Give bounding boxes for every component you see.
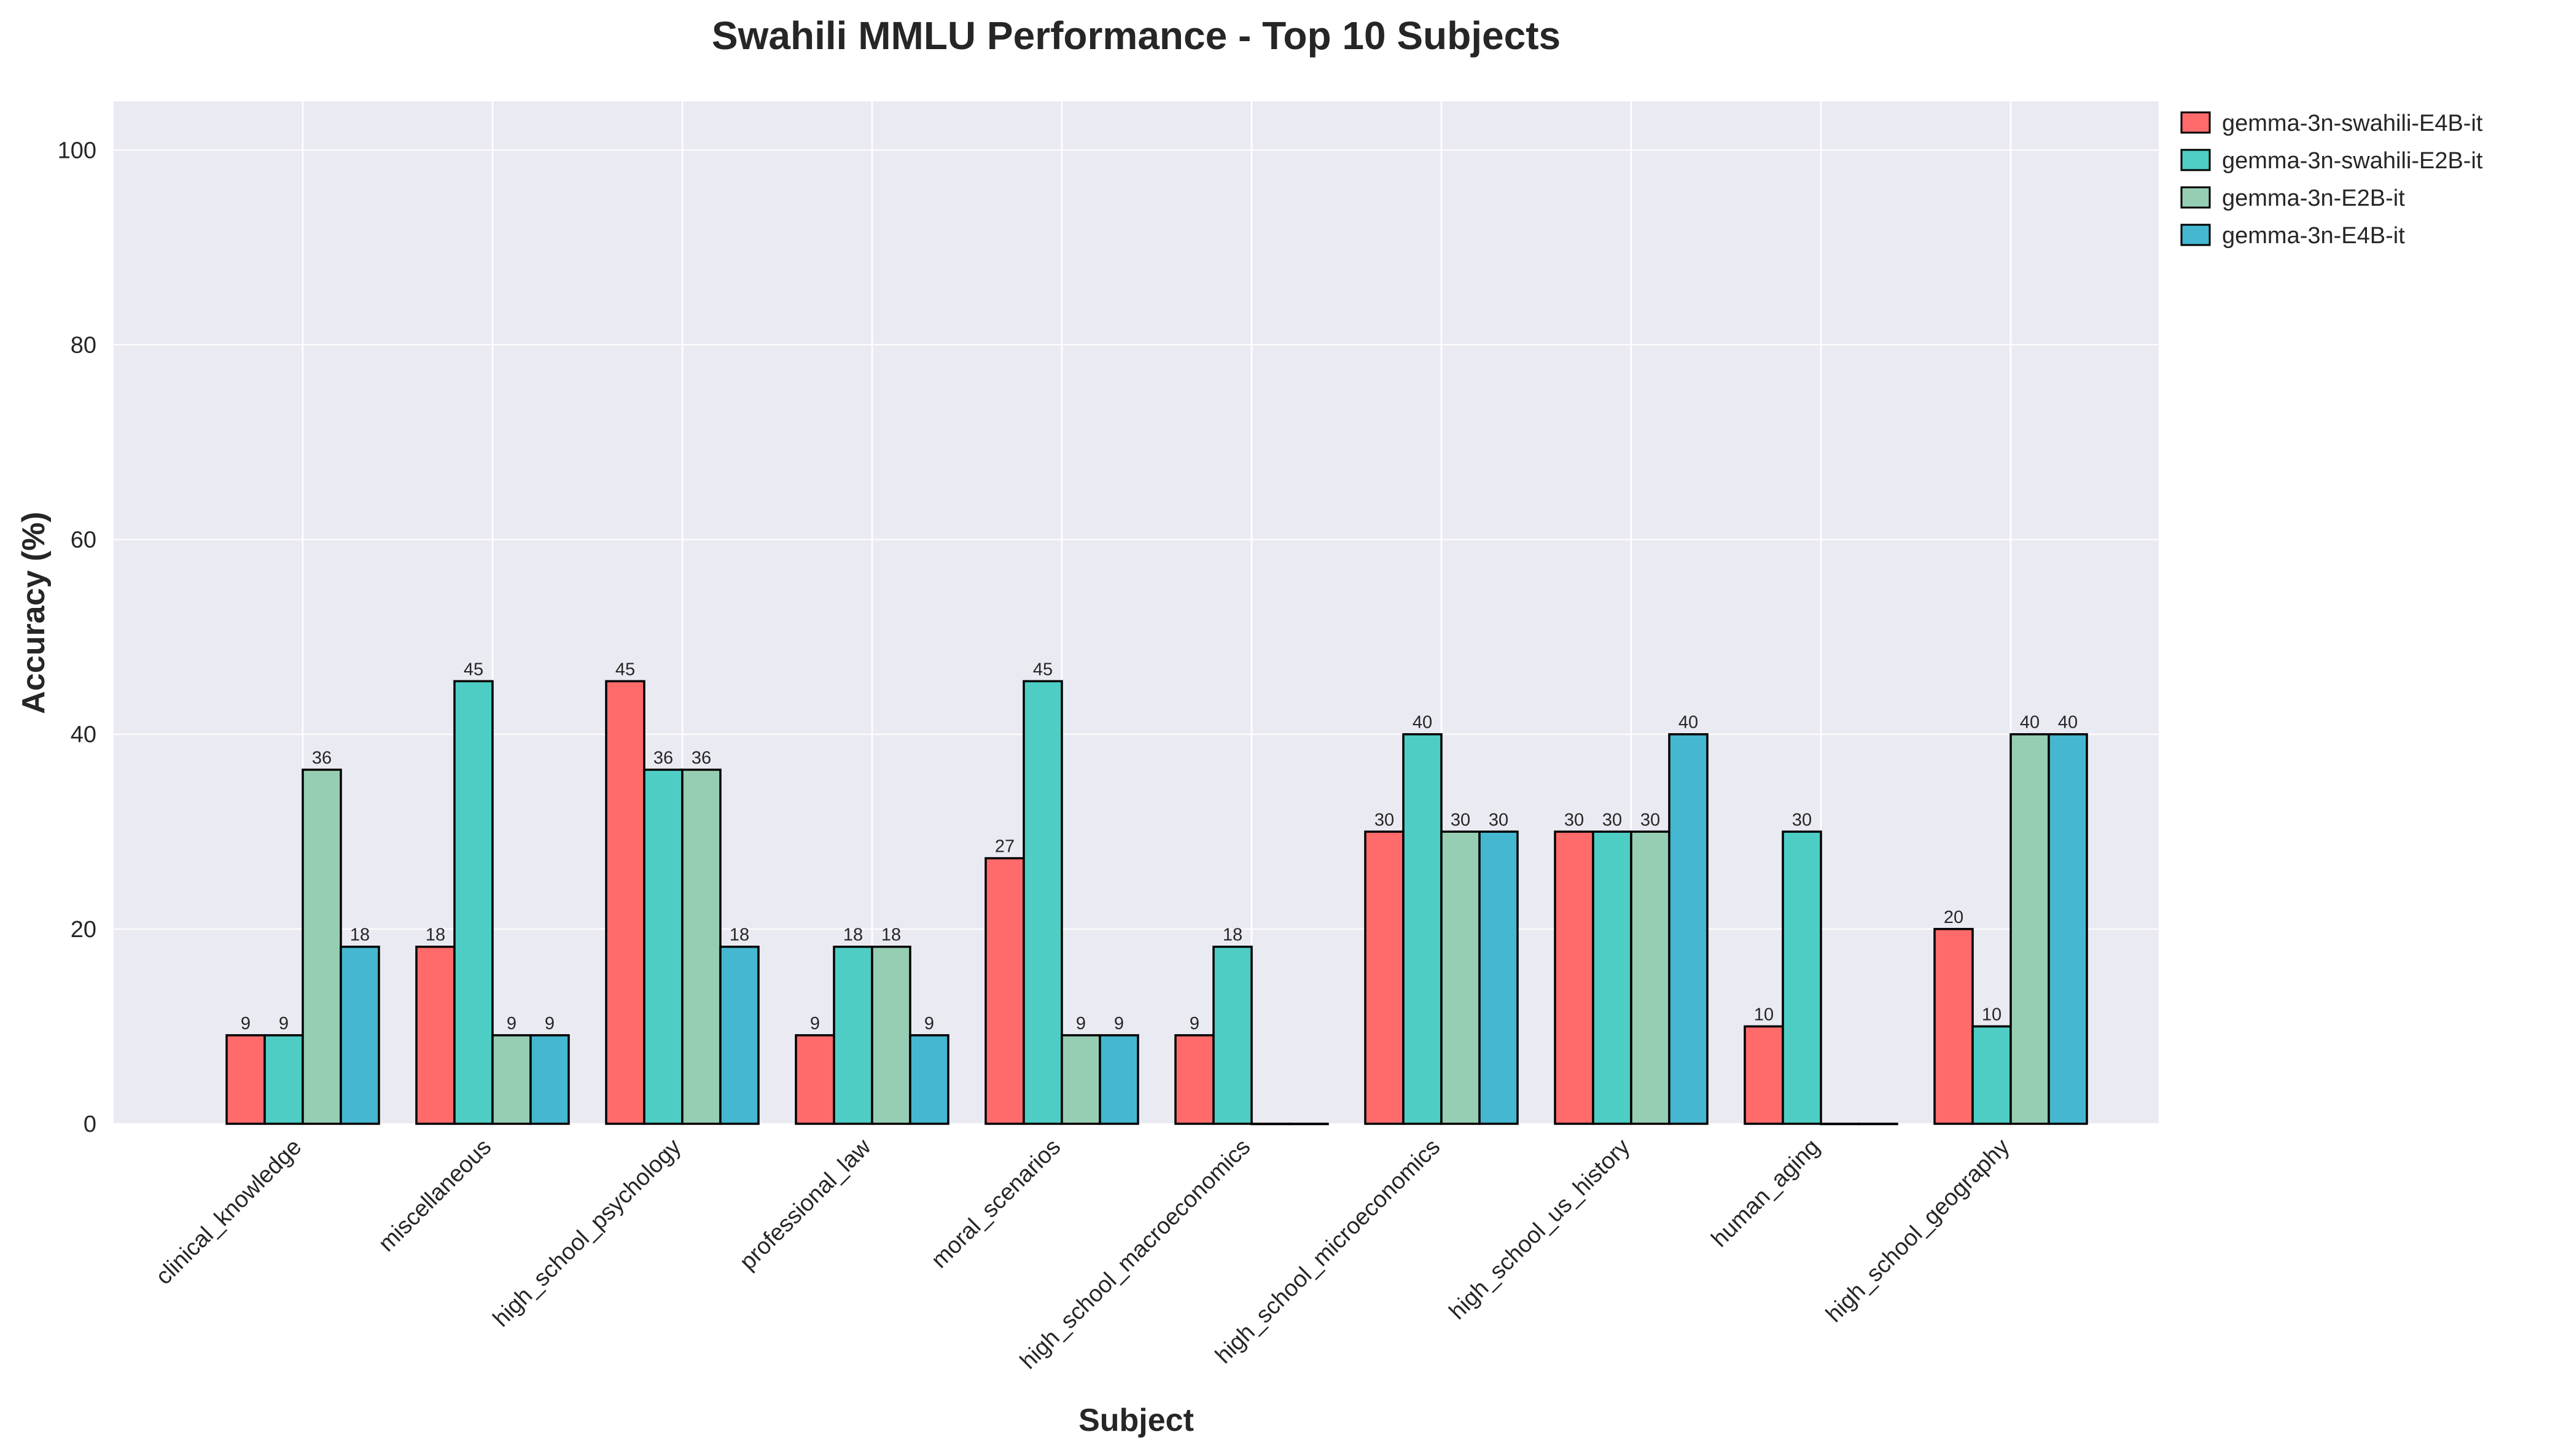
bar	[225, 1034, 266, 1125]
bar-value-label: 18	[881, 925, 901, 945]
legend-label: gemma-3n-E4B-it	[2222, 223, 2405, 249]
bar-value-labels: 9 9 36 18 18 45 9 9 45 36 36 18 9 18 18 9 27 45 9 9 9 18 30 40 3…	[241, 660, 2078, 1034]
bar	[1592, 830, 1632, 1125]
bar-value-label: 40	[1413, 713, 1432, 733]
bar-value-label: 18	[843, 925, 863, 945]
y-axis-label: Accuracy (%)	[16, 512, 52, 714]
chart-title: Swahili MMLU Performance - Top 10 Subjec…	[712, 14, 1561, 58]
bar	[871, 945, 911, 1125]
bar	[1440, 830, 1481, 1125]
bar	[1099, 1034, 1139, 1125]
bar	[1971, 1025, 2012, 1125]
bar-value-label: 45	[1033, 660, 1053, 679]
bar	[340, 945, 380, 1125]
y-tick-label: 0	[84, 1111, 96, 1137]
y-axis-ticks: 0 20 40 60 80 100	[58, 138, 96, 1137]
bar-value-label: 45	[464, 660, 483, 679]
legend-label: gemma-3n-swahili-E2B-it	[2222, 148, 2483, 174]
legend: gemma-3n-swahili-E4B-it gemma-3n-swahili-…	[2180, 111, 2483, 249]
bar-value-label: 30	[1602, 810, 1622, 830]
legend-swatch	[2180, 149, 2211, 171]
bar	[1554, 830, 1594, 1125]
legend-label: gemma-3n-swahili-E4B-it	[2222, 111, 2483, 136]
bar	[1668, 733, 1709, 1125]
bar-value-label: 30	[1564, 810, 1584, 830]
bar	[719, 945, 760, 1125]
bar	[491, 1034, 532, 1125]
bar-value-label: 30	[1792, 810, 1812, 830]
bar	[1782, 830, 1822, 1125]
bar-value-label: 9	[279, 1014, 289, 1034]
bar	[1023, 680, 1063, 1125]
bar-value-label: 18	[426, 925, 445, 945]
bar	[1174, 1034, 1215, 1125]
bar	[453, 680, 494, 1125]
bar	[2048, 733, 2088, 1125]
bar	[1933, 928, 1974, 1125]
bar-value-label: 10	[1982, 1005, 2002, 1024]
y-tick-label: 20	[71, 917, 96, 943]
bar-value-label: 30	[1640, 810, 1660, 830]
bar-value-label: 18	[350, 925, 370, 945]
bar	[643, 768, 684, 1125]
bar-value-label: 36	[312, 748, 332, 768]
bar-value-label: 40	[2020, 713, 2040, 733]
bar	[1364, 830, 1405, 1125]
bar	[1478, 830, 1519, 1125]
bar-value-label: 40	[2058, 713, 2078, 733]
bar	[1630, 830, 1670, 1125]
bar-value-label: 45	[615, 660, 635, 679]
y-tick-label: 60	[71, 528, 96, 553]
bar-value-label: 30	[1374, 810, 1394, 830]
legend-swatch	[2180, 111, 2211, 134]
bar-value-label: 30	[1451, 810, 1470, 830]
y-tick-label: 40	[71, 722, 96, 748]
bar	[415, 945, 456, 1125]
bar-value-label: 9	[1076, 1014, 1086, 1034]
bar-value-label: 9	[810, 1014, 820, 1034]
bar	[263, 1034, 304, 1125]
bar	[1061, 1034, 1101, 1125]
bar-value-label: 27	[995, 837, 1015, 857]
bar-value-label: 36	[653, 748, 673, 768]
bar-value-label: 30	[1489, 810, 1508, 830]
bar	[833, 945, 873, 1125]
bar-value-label: 9	[924, 1014, 934, 1034]
bars	[225, 680, 2088, 1126]
bar	[302, 768, 342, 1125]
bar-value-label: 9	[507, 1014, 516, 1034]
bar-value-label: 9	[1190, 1014, 1199, 1034]
legend-label: gemma-3n-E2B-it	[2222, 185, 2405, 211]
bar-value-label: 20	[1944, 908, 1963, 927]
bar-value-label: 18	[1223, 925, 1242, 945]
bar	[2009, 733, 2050, 1125]
bar-value-label: 9	[1114, 1014, 1124, 1034]
bar	[909, 1034, 949, 1125]
bar-value-label: 40	[1678, 713, 1698, 733]
bar-value-label: 9	[241, 1014, 251, 1034]
bar	[1402, 733, 1443, 1125]
bar	[681, 768, 722, 1125]
bar-value-label: 10	[1754, 1005, 1774, 1024]
bar	[605, 680, 645, 1125]
bar-value-label: 36	[692, 748, 711, 768]
bar	[795, 1034, 835, 1125]
y-tick-label: 80	[71, 332, 96, 358]
x-axis-label: Subject	[1078, 1403, 1194, 1438]
legend-swatch	[2180, 224, 2211, 246]
bar-value-label: 9	[545, 1014, 555, 1034]
bar-value-label: 18	[730, 925, 749, 945]
bar	[1744, 1025, 1784, 1125]
legend-swatch	[2180, 186, 2211, 209]
bar	[529, 1034, 570, 1125]
y-tick-label: 100	[58, 138, 96, 163]
bar	[1212, 945, 1253, 1125]
bar	[984, 857, 1025, 1125]
